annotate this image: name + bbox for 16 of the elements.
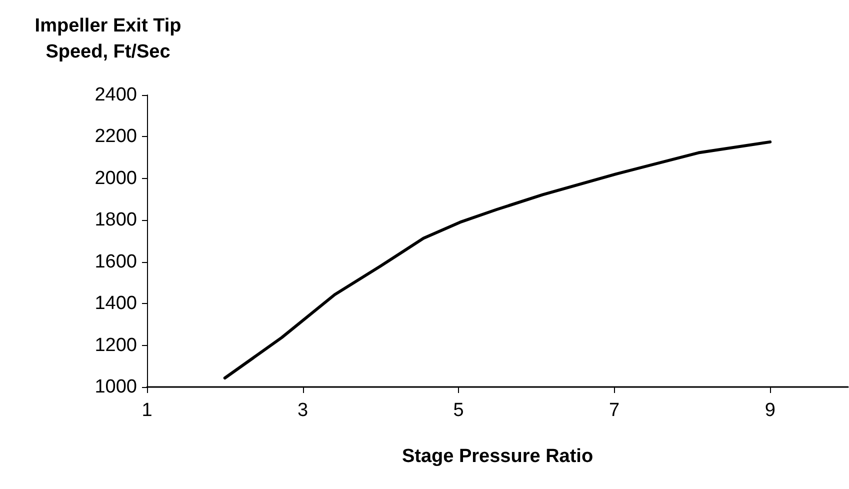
- x-axis-title: Stage Pressure Ratio: [402, 446, 594, 467]
- y-axis-title: Impeller Exit Tip Speed, Ft/Sec: [34, 16, 182, 62]
- y-tick-label: 2000: [94, 168, 137, 189]
- y-tick-label: 1600: [94, 251, 137, 272]
- y-tick-label: 1400: [94, 293, 137, 314]
- x-tick-label: 7: [609, 400, 620, 421]
- y-tick-label: 1000: [94, 376, 137, 398]
- x-tick-label: 3: [297, 400, 308, 421]
- y-tick-label: 1800: [94, 210, 137, 231]
- x-tick-label: 9: [764, 400, 776, 421]
- y-tick-label: 1200: [94, 334, 137, 356]
- line-series: [223, 140, 772, 380]
- y-tick-label: 2400: [94, 84, 137, 106]
- y-tick-label: 2200: [94, 126, 137, 148]
- x-tick-label: 1: [142, 400, 152, 421]
- x-tick-label: 5: [453, 400, 464, 421]
